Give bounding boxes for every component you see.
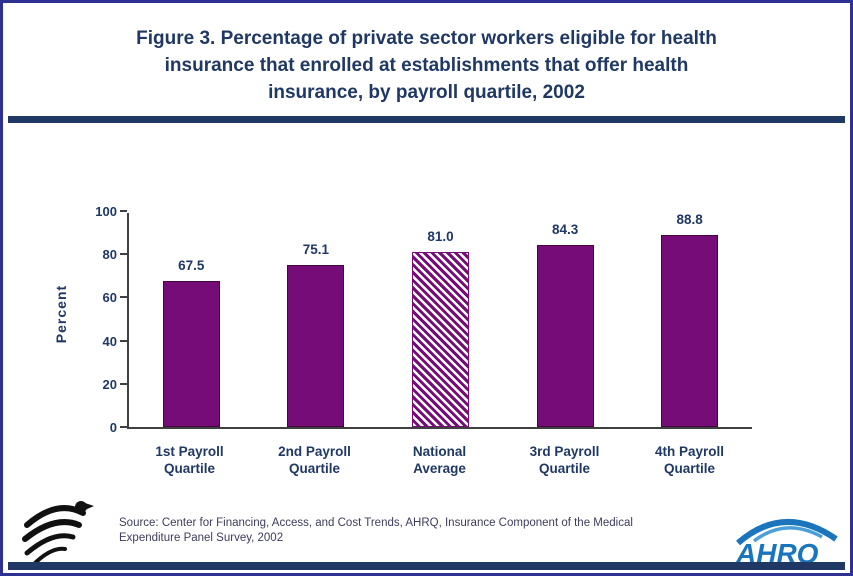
bar-value-label: 84.3: [551, 221, 579, 237]
hhs-eagle-icon: [22, 501, 94, 567]
x-axis-label-line: 2nd Payroll: [278, 444, 351, 459]
x-axis-label-line: Quartile: [663, 461, 715, 476]
title-divider-rule: [8, 116, 845, 123]
bar-value-label: 88.8: [676, 212, 703, 228]
bar-national-average: [411, 252, 469, 427]
y-tick-label: 60: [102, 290, 117, 306]
x-axis-label-line: 1st Payroll: [155, 444, 224, 459]
x-axis-label-line: National: [412, 444, 467, 459]
bar-slot: 75.1: [254, 213, 379, 427]
y-axis-title: Percent: [53, 284, 69, 344]
x-axis-label: 4th Payroll Quartile: [627, 443, 752, 477]
figure-title: Figure 3. Percentage of private sector w…: [43, 25, 810, 106]
y-tick-mark: [120, 339, 127, 342]
bar-value-label: 75.1: [302, 241, 330, 257]
x-axis-label-line: Average: [413, 461, 466, 476]
bar-value-label: 81.0: [427, 229, 454, 245]
bar-slot: 67.5: [129, 213, 254, 427]
plot-area: 0 20 40 60 80 100 67.5 75.1 81.0 84.3 88.8: [95, 204, 752, 435]
y-tick-mark: [120, 296, 127, 299]
source-line-1: Source: Center for Financing, Access, an…: [119, 517, 633, 529]
x-axis-label-line: 3rd Payroll: [529, 444, 600, 459]
y-tick-label: 100: [95, 204, 117, 219]
x-axis-labels: 1st Payroll Quartile 2nd Payroll Quartile Na…: [127, 443, 752, 477]
figure-title-line-2: insurance that enrolled at establishment…: [164, 55, 689, 76]
figure-title-line-3: insurance, by payroll quartile, 2002: [268, 82, 585, 103]
y-tick-label: 80: [102, 247, 117, 263]
bottom-divider-rule: [8, 562, 845, 570]
bar: [162, 281, 220, 427]
x-axis-label: 1st Payroll Quartile: [127, 443, 252, 477]
x-axis-label: 2nd Payroll Quartile: [252, 443, 377, 477]
y-tick-mark: [120, 253, 127, 256]
bar: [536, 244, 594, 427]
y-tick-label: 40: [102, 333, 117, 349]
y-tick-label: 20: [102, 376, 117, 392]
figure-title-line-1: Figure 3. Percentage of private sector w…: [136, 28, 717, 49]
y-tick-mark: [120, 426, 127, 428]
bar-value-label: 67.5: [178, 258, 205, 274]
x-axis-label-line: Quartile: [163, 461, 215, 476]
x-axis-label: National Average: [377, 443, 502, 477]
source-line-2: Expenditure Panel Survey, 2002: [119, 532, 284, 544]
ahrq-swoosh-icon: AHRQ: [735, 518, 838, 569]
bar: [287, 264, 345, 427]
bar: [661, 235, 719, 427]
bar-slot: 84.3: [503, 213, 628, 427]
x-axis-label-line: Quartile: [288, 461, 340, 476]
x-axis-label-line: 4th Payroll: [654, 444, 725, 459]
y-tick-mark: [120, 210, 127, 212]
y-tick-label: 0: [109, 420, 117, 435]
bar-slot: 88.8: [627, 212, 752, 427]
source-citation: Source: Center for Financing, Access, an…: [119, 516, 719, 546]
x-axis-label: 3rd Payroll Quartile: [502, 443, 627, 477]
bar-series: 67.5 75.1 81.0 84.3 88.8: [129, 212, 752, 427]
bar-slot: 81.0: [378, 213, 503, 427]
y-tick-mark: [120, 382, 127, 385]
x-axis-label-line: Quartile: [538, 461, 590, 476]
